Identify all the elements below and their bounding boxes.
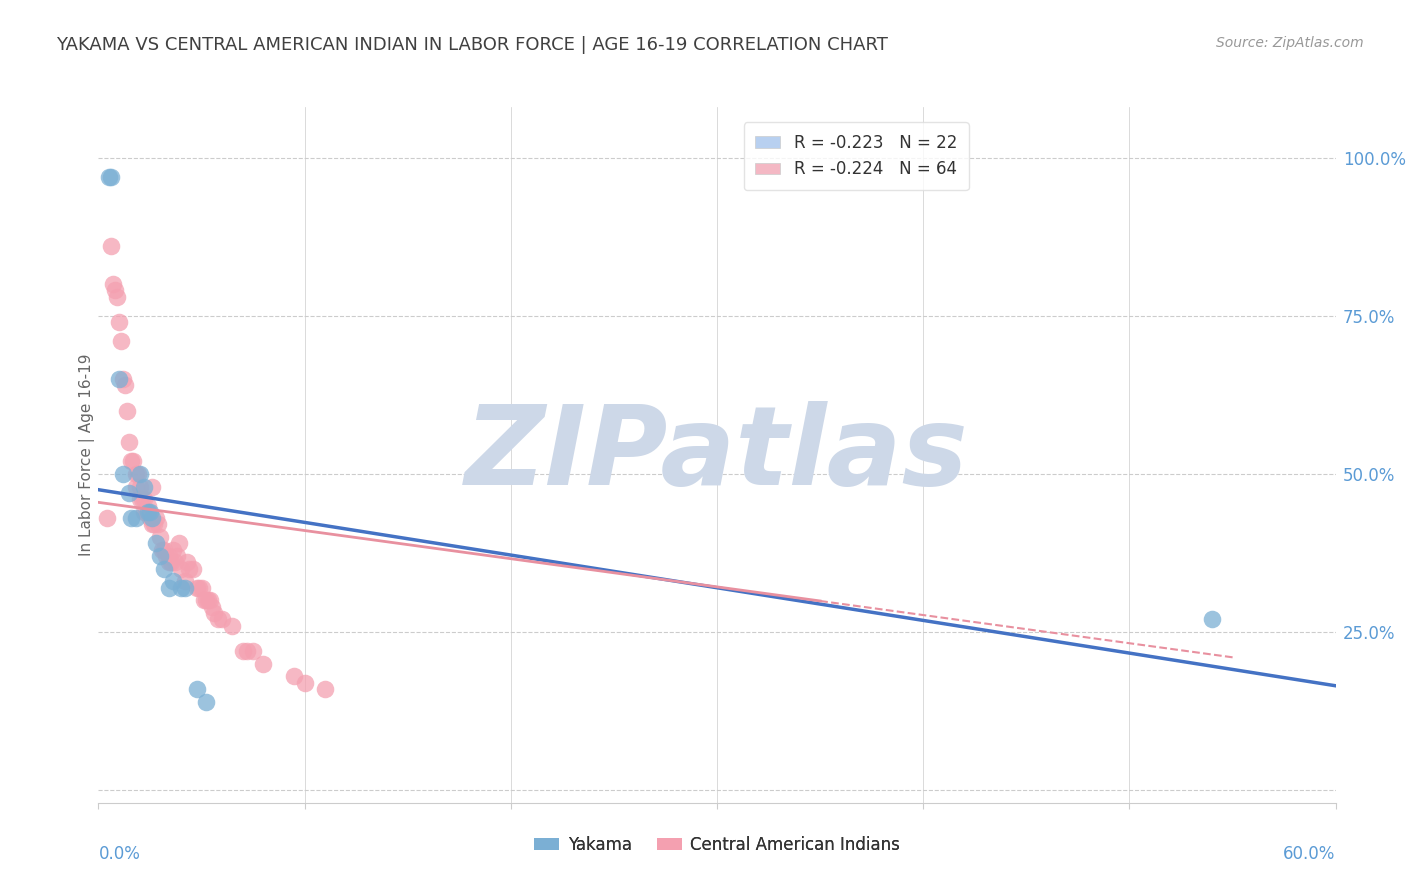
Point [114,378,136,392]
Point [112,372,135,386]
Point [252,657,274,671]
Text: Source: ZipAtlas.com: Source: ZipAtlas.com [1216,36,1364,50]
Point [124,479,146,493]
Point [132,492,155,507]
Point [145,511,167,525]
Point [143,517,166,532]
Point [157,549,180,563]
Y-axis label: In Labor Force | Age 16-19: In Labor Force | Age 16-19 [79,353,96,557]
Point [124,467,146,481]
Point [105,290,128,304]
Point [202,606,225,620]
Point [139,511,162,525]
Point [1201,612,1223,626]
Point [186,581,208,595]
Point [101,277,124,292]
Point [148,517,170,532]
Point [118,486,141,500]
Point [122,454,145,468]
Point [166,549,188,563]
Point [139,505,162,519]
Point [162,542,184,557]
Point [110,334,132,348]
Point [97,169,120,184]
Point [157,581,180,595]
Text: 60.0%: 60.0% [1284,845,1336,863]
Point [124,511,146,525]
Point [128,467,150,481]
Point [108,372,131,386]
Point [236,644,259,658]
Point [188,581,211,595]
Point [207,612,229,626]
Point [100,169,122,184]
Point [128,479,150,493]
Point [136,499,159,513]
Point [162,574,184,589]
Point [128,492,150,507]
Point [181,562,204,576]
Point [100,239,122,253]
Point [174,581,197,595]
Point [186,681,208,696]
Point [174,574,197,589]
Point [179,562,201,576]
Point [159,556,181,570]
Point [190,581,212,595]
Point [211,612,233,626]
Point [153,562,176,576]
Point [153,542,176,557]
Point [135,505,157,519]
Point [108,315,131,329]
Legend: Yakama, Central American Indians: Yakama, Central American Indians [527,830,907,861]
Point [201,599,224,614]
Point [283,669,305,683]
Point [131,492,153,507]
Text: YAKAMA VS CENTRAL AMERICAN INDIAN IN LABOR FORCE | AGE 16-19 CORRELATION CHART: YAKAMA VS CENTRAL AMERICAN INDIAN IN LAB… [56,36,889,54]
Point [232,644,254,658]
Point [132,479,155,493]
Point [314,681,336,696]
Point [149,530,172,544]
Point [127,467,149,481]
Point [242,644,264,658]
Point [176,556,198,570]
Point [136,505,159,519]
Point [112,467,135,481]
Point [150,542,173,557]
Point [157,556,180,570]
Point [149,549,172,563]
Point [141,479,163,493]
Point [163,556,186,570]
Point [221,618,243,632]
Point [194,593,217,607]
Point [197,593,219,607]
Point [194,695,217,709]
Point [132,505,155,519]
Point [155,549,177,563]
Point [193,593,215,607]
Point [117,403,139,417]
Point [145,536,167,550]
Text: ZIPatlas: ZIPatlas [465,401,969,508]
Point [120,511,142,525]
Point [167,536,190,550]
Point [170,581,193,595]
Text: 0.0%: 0.0% [98,845,141,863]
Point [141,511,163,525]
Point [294,675,316,690]
Point [141,517,163,532]
Point [96,511,118,525]
Point [198,593,221,607]
Point [104,284,127,298]
Point [170,562,193,576]
Point [120,454,142,468]
Point [118,435,141,450]
